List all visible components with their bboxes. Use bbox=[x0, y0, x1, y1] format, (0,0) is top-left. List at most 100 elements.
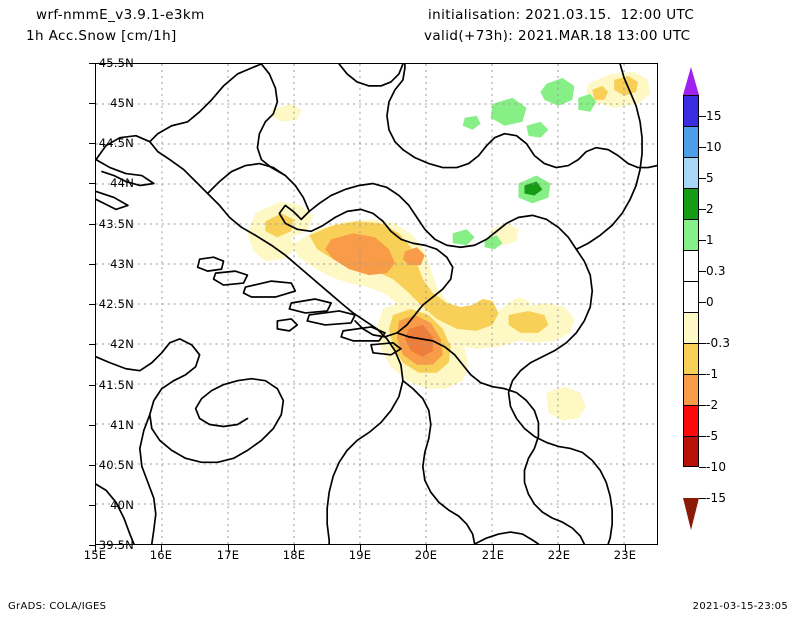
colorbar-band-10-5[interactable] bbox=[683, 126, 699, 157]
y-tick-label-43.5N: 43.5N bbox=[98, 217, 134, 231]
field-patch-yellow-east bbox=[508, 310, 549, 333]
x-tick-mark bbox=[625, 545, 626, 552]
colorbar-band-15-10[interactable] bbox=[683, 95, 699, 126]
y-tick-label-44.5N: 44.5N bbox=[98, 136, 134, 150]
field-patch-green-8 bbox=[452, 229, 475, 246]
y-tick-label-45N: 45N bbox=[110, 96, 134, 110]
field-patch-green-7 bbox=[524, 181, 543, 196]
initialisation-label: initialisation: 2021.03.15. 12:00 UTC bbox=[428, 7, 695, 23]
y-tick-label-42.5N: 42.5N bbox=[98, 297, 134, 311]
map-coastlines-layer bbox=[96, 64, 657, 544]
y-tick-mark bbox=[89, 344, 96, 345]
map-svg bbox=[96, 64, 657, 544]
colorbar-tick-mark bbox=[699, 240, 706, 241]
colorbar-band-0-m03[interactable] bbox=[683, 281, 699, 312]
y-tick-label-42N: 42N bbox=[110, 337, 134, 351]
x-tick-mark bbox=[360, 545, 361, 552]
colorbar-band-03-0[interactable] bbox=[683, 250, 699, 281]
y-tick-mark bbox=[89, 385, 96, 386]
y-tick-mark bbox=[89, 183, 96, 184]
x-tick-mark bbox=[95, 545, 96, 552]
coastline-italy-west bbox=[96, 483, 135, 544]
coastline-greece-nw bbox=[473, 531, 540, 544]
y-tick-mark bbox=[89, 103, 96, 104]
colorbar-label-m15: -15 bbox=[706, 491, 727, 505]
colorbar-band-m2-m5[interactable] bbox=[683, 374, 699, 405]
y-tick-mark bbox=[89, 63, 96, 64]
colorbar-label-m5: -5 bbox=[706, 429, 719, 443]
colorbar-label-m10: -10 bbox=[706, 460, 727, 474]
y-tick-mark bbox=[89, 143, 96, 144]
colorbar-band-5-2[interactable] bbox=[683, 157, 699, 188]
colorbar-label-0: 0 bbox=[706, 295, 714, 309]
y-tick-label-45.5N: 45.5N bbox=[98, 56, 134, 70]
field-patch-green-1 bbox=[540, 77, 575, 106]
coastline-italy-south bbox=[138, 413, 157, 544]
snow-field-layer bbox=[247, 71, 651, 421]
colorbar-label-5: 5 bbox=[706, 171, 714, 185]
y-tick-mark bbox=[89, 264, 96, 265]
y-tick-mark bbox=[89, 465, 96, 466]
field-patch-yellow-ne1 bbox=[614, 75, 639, 96]
island-vis bbox=[276, 318, 299, 332]
model-name-label: wrf-nmmE_v3.9.1-e3km bbox=[36, 7, 205, 23]
coastline-adriatic-east bbox=[96, 140, 404, 544]
coastline-slovenia-north bbox=[96, 64, 263, 161]
border-montenegro-kosovo bbox=[396, 332, 586, 544]
colorbar-label-1: 1 bbox=[706, 233, 714, 247]
y-tick-label-40.5N: 40.5N bbox=[98, 458, 134, 472]
map-plot-frame[interactable] bbox=[95, 63, 658, 545]
colorbar-label-m1: -1 bbox=[706, 367, 719, 381]
y-tick-label-39.5N: 39.5N bbox=[98, 538, 134, 552]
colorbar-label-2: 2 bbox=[706, 202, 714, 216]
colorbar-tick-mark bbox=[699, 271, 706, 272]
render-timestamp-label: 2021-03-15-23:05 bbox=[692, 601, 788, 612]
coastline-italy-adriatic bbox=[96, 338, 285, 464]
map-canvas bbox=[96, 64, 657, 544]
x-tick-mark bbox=[161, 545, 162, 552]
colorbar-tick-mark bbox=[699, 374, 706, 375]
colorbar-band-m03-m1[interactable] bbox=[683, 312, 699, 343]
valid-time-label: valid(+73h): 2021.MAR.18 13:00 UTC bbox=[424, 28, 691, 44]
colorbar-tick-mark bbox=[699, 178, 706, 179]
border-romania-danube bbox=[402, 132, 657, 169]
colorbar-tick-mark bbox=[699, 209, 706, 210]
x-tick-label-23E: 23E bbox=[613, 548, 637, 562]
colorbar-tick-mark bbox=[699, 147, 706, 148]
field-core-orange-small bbox=[402, 247, 425, 266]
y-tick-label-41N: 41N bbox=[110, 418, 134, 432]
x-tick-label-17E: 17E bbox=[216, 548, 240, 562]
colorbar-band-m10-m15[interactable] bbox=[683, 436, 699, 467]
colorbar-tick-mark bbox=[699, 302, 706, 303]
colorbar[interactable] bbox=[683, 95, 699, 467]
x-tick-mark bbox=[228, 545, 229, 552]
island-rab bbox=[212, 270, 249, 286]
island-hvar bbox=[306, 310, 356, 326]
field-patch-yellow-ne2 bbox=[592, 85, 609, 100]
colorbar-band-2-1[interactable] bbox=[683, 188, 699, 219]
colorbar-label-03: 0.3 bbox=[706, 264, 726, 278]
grads-credit-label: GrADS: COLA/IGES bbox=[8, 601, 107, 612]
field-patch-green-2 bbox=[578, 93, 597, 112]
y-tick-label-44N: 44N bbox=[110, 176, 134, 190]
colorbar-band-1-03[interactable] bbox=[683, 219, 699, 250]
field-patch-cream-north bbox=[271, 103, 302, 122]
border-croatia-north bbox=[256, 64, 578, 251]
x-tick-mark bbox=[426, 545, 427, 552]
x-tick-label-18E: 18E bbox=[282, 548, 306, 562]
colorbar-overflow-high-arrow bbox=[683, 67, 699, 95]
y-tick-mark bbox=[89, 505, 96, 506]
border-serbia bbox=[507, 248, 614, 544]
y-tick-mark bbox=[89, 545, 96, 546]
field-patch-green-9 bbox=[484, 235, 503, 250]
colorbar-tick-mark bbox=[699, 436, 706, 437]
colorbar-band-m5-m10[interactable] bbox=[683, 405, 699, 436]
island-korcula bbox=[340, 326, 386, 342]
field-core-orange-central bbox=[325, 233, 395, 276]
x-tick-label-21E: 21E bbox=[481, 548, 505, 562]
colorbar-band-m1-m2[interactable] bbox=[683, 343, 699, 374]
colorbar-tick-mark bbox=[699, 343, 706, 344]
coastline-albania bbox=[402, 379, 476, 544]
y-tick-mark bbox=[89, 224, 96, 225]
colorbar-overflow-low-arrow bbox=[683, 498, 699, 530]
